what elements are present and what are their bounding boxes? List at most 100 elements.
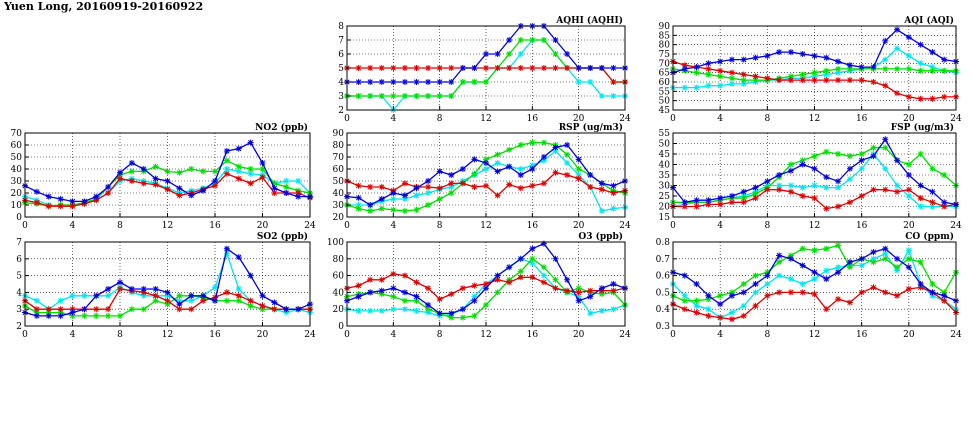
data-point-blue xyxy=(117,169,123,176)
data-point-blue xyxy=(506,264,513,271)
data-point-red xyxy=(506,65,513,71)
y-tick-label: 2 xyxy=(338,106,344,116)
data-point-blue xyxy=(587,293,594,300)
x-tick-label: 12 xyxy=(162,221,173,231)
y-tick-label: 20 xyxy=(333,305,345,315)
data-point-red xyxy=(436,296,443,303)
y-tick-label: 70 xyxy=(333,153,345,163)
data-point-blue xyxy=(459,166,466,172)
data-point-blue xyxy=(717,195,724,202)
data-point-red xyxy=(140,180,147,187)
data-point-red xyxy=(176,192,183,199)
data-point-green xyxy=(705,71,712,78)
x-tick-label: 0 xyxy=(670,221,676,231)
data-point-blue xyxy=(235,254,242,261)
y-tick-label: 50 xyxy=(11,153,23,163)
data-point-red xyxy=(929,199,936,206)
x-tick-label: 20 xyxy=(573,330,585,340)
data-point-cyan xyxy=(610,205,617,212)
data-point-cyan xyxy=(787,182,794,189)
data-point-blue xyxy=(188,192,195,199)
data-point-blue xyxy=(575,156,582,163)
data-point-cyan xyxy=(598,208,605,214)
data-point-blue xyxy=(283,306,290,313)
data-point-cyan xyxy=(728,80,735,87)
data-point-blue xyxy=(378,196,385,202)
chart-title: AQHI (AQHI) xyxy=(555,15,623,26)
data-point-red xyxy=(390,65,397,71)
data-point-cyan xyxy=(413,307,420,314)
data-point-blue xyxy=(728,193,735,199)
data-point-red xyxy=(752,302,759,309)
data-point-cyan xyxy=(705,306,712,313)
data-point-red xyxy=(378,65,385,71)
data-point-blue xyxy=(870,249,877,256)
y-tick-label: 65 xyxy=(659,69,671,79)
data-point-red xyxy=(401,180,408,187)
data-point-cyan xyxy=(448,184,455,190)
data-point-cyan xyxy=(917,203,924,210)
data-point-red xyxy=(870,284,877,291)
data-point-blue xyxy=(564,142,571,148)
data-point-red xyxy=(905,186,912,193)
y-tick-label: 20 xyxy=(11,189,23,199)
data-point-blue xyxy=(894,157,901,164)
data-point-green xyxy=(717,73,724,80)
data-point-blue xyxy=(823,275,830,282)
data-point-red xyxy=(188,306,195,313)
data-point-green xyxy=(941,289,948,296)
data-point-green xyxy=(413,206,420,213)
data-point-blue xyxy=(799,51,806,57)
data-point-blue xyxy=(295,306,302,313)
data-point-red xyxy=(681,62,688,69)
x-tick-label: 4 xyxy=(390,221,396,231)
y-tick-label: 3 xyxy=(16,305,22,315)
data-point-blue xyxy=(610,182,617,189)
data-point-cyan xyxy=(693,84,700,91)
data-point-green xyxy=(552,51,559,57)
series-line-green xyxy=(346,141,626,212)
data-point-blue xyxy=(413,185,420,192)
data-point-red xyxy=(717,314,724,321)
data-point-blue xyxy=(494,168,501,175)
data-point-green xyxy=(823,245,830,252)
data-point-blue xyxy=(917,41,924,48)
data-point-green xyxy=(378,291,385,298)
data-point-blue xyxy=(494,51,501,57)
data-point-blue xyxy=(506,37,513,43)
y-tick-label: 60 xyxy=(333,272,345,282)
data-point-red xyxy=(858,77,865,84)
data-point-cyan xyxy=(425,309,432,316)
data-point-red xyxy=(105,306,112,313)
data-point-red xyxy=(390,270,397,277)
data-point-cyan xyxy=(835,69,842,76)
data-point-blue xyxy=(598,285,605,292)
data-point-green xyxy=(57,309,64,316)
data-point-green xyxy=(799,245,806,252)
x-tick-label: 4 xyxy=(390,330,396,340)
data-point-blue xyxy=(140,286,147,293)
x-tick-label: 24 xyxy=(619,221,631,231)
y-tick-label: 6 xyxy=(338,50,344,60)
data-point-blue xyxy=(401,79,408,85)
data-point-green xyxy=(882,255,889,262)
data-point-blue xyxy=(705,60,712,67)
data-point-red xyxy=(140,289,147,296)
x-tick-label: 16 xyxy=(856,330,868,340)
data-point-blue xyxy=(728,292,735,299)
data-point-blue xyxy=(587,172,594,178)
y-tick-label: 15 xyxy=(659,213,671,223)
data-point-green xyxy=(471,79,478,85)
data-point-blue xyxy=(787,49,794,56)
y-tick-label: 0.6 xyxy=(656,272,671,282)
data-point-green xyxy=(598,291,605,298)
data-point-red xyxy=(425,65,432,71)
data-point-green xyxy=(846,65,853,72)
data-point-blue xyxy=(764,178,771,185)
y-tick-label: 5 xyxy=(16,272,22,282)
chart-rsp: 0 4 8 12 16 20 24 20 30 40 50 60 70 80 90 RSP (ug/m3) xyxy=(333,122,631,231)
data-point-green xyxy=(378,205,385,212)
data-point-red xyxy=(835,296,842,303)
data-point-green xyxy=(425,93,432,99)
data-point-blue xyxy=(941,56,948,63)
